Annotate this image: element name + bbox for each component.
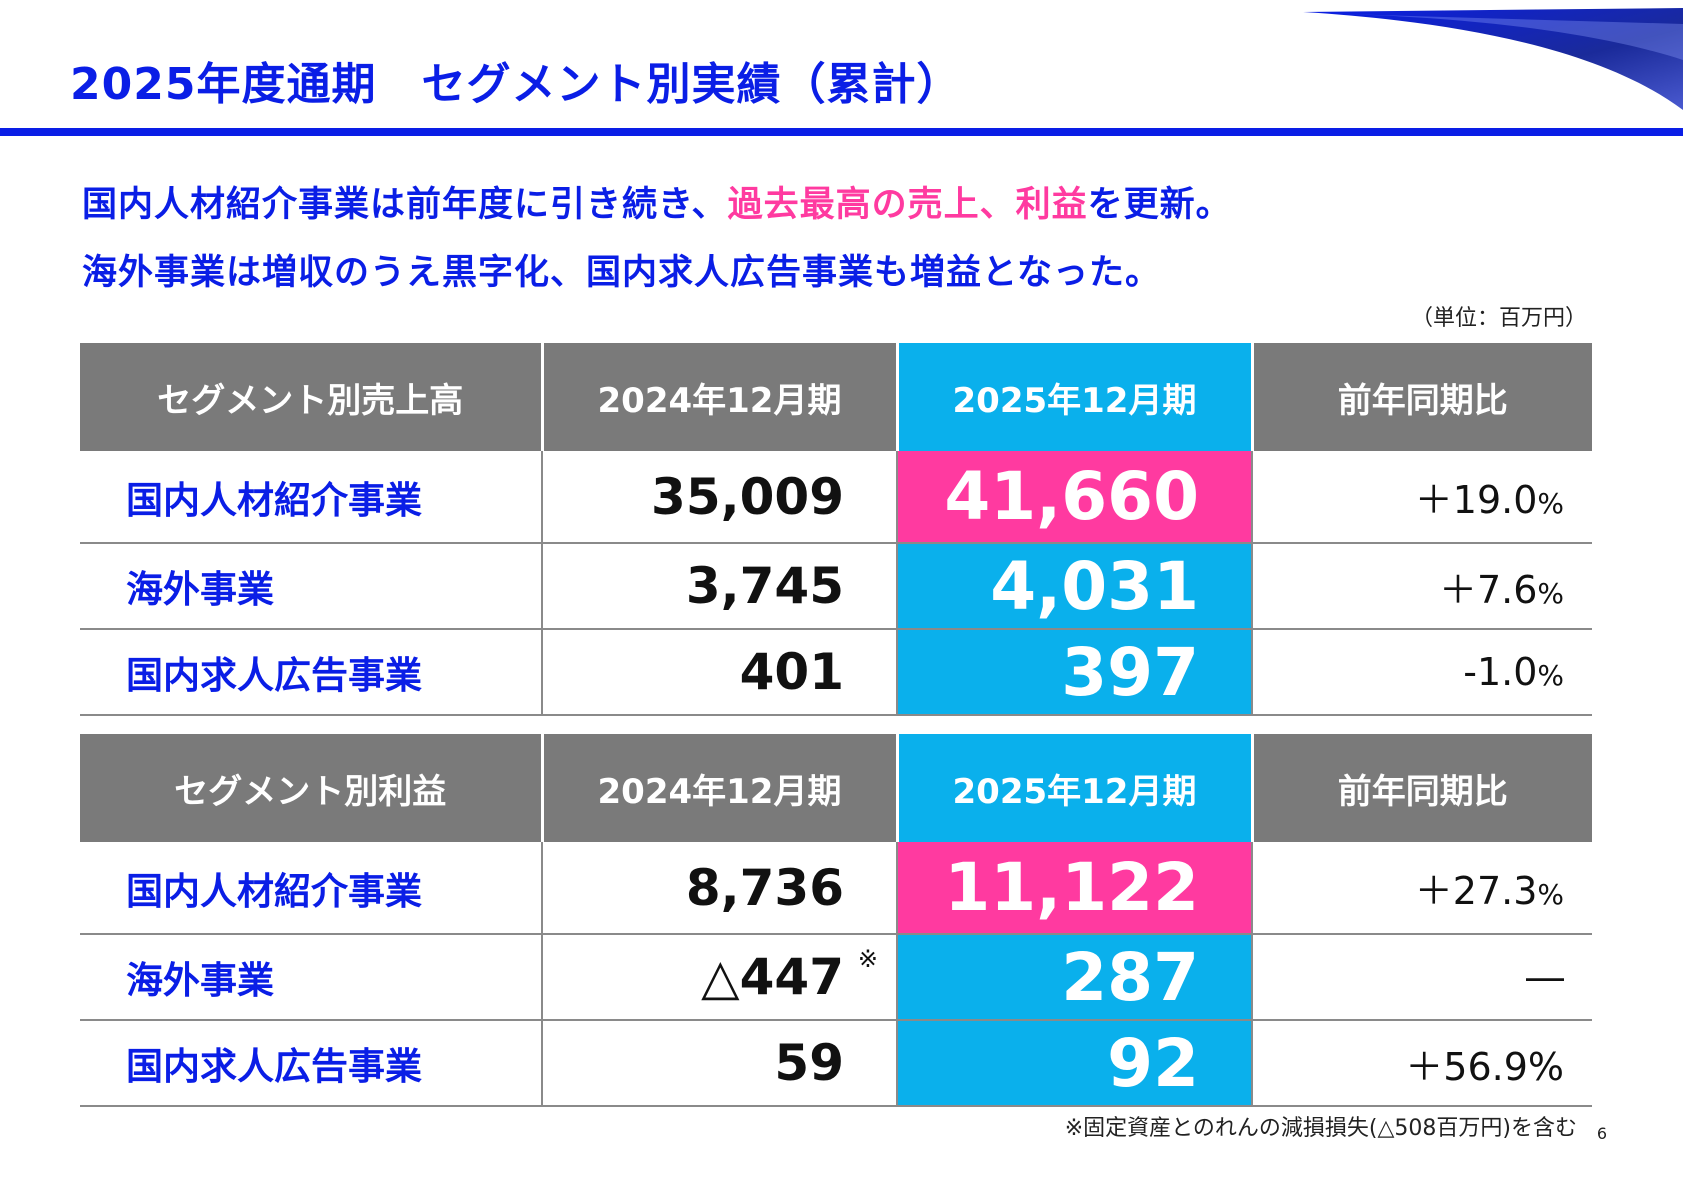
profit-table: セグメント別利益 2024年12月期 2025年12月期 前年同期比 国内人材紹…	[80, 734, 1592, 1107]
title-rule	[0, 128, 1683, 136]
yoy-value: ＋56.9%	[1251, 1020, 1592, 1107]
header-segment: セグメント別売上高	[80, 343, 542, 451]
header-prev-period: 2024年12月期	[540, 343, 897, 451]
sales-table: セグメント別売上高 2024年12月期 2025年12月期 前年同期比 国内人材…	[80, 343, 1592, 716]
segment-name: 国内人材紹介事業	[80, 842, 542, 935]
lead-line-2: 海外事業は増収のうえ黒字化、国内求人広告事業も増益となった。	[82, 253, 1161, 293]
yoy-percent-sign: %	[1537, 576, 1564, 610]
current-value: 4,031	[896, 543, 1252, 630]
prev-value: 35,009	[541, 451, 897, 544]
segment-name: 国内人材紹介事業	[80, 451, 542, 544]
table-row: 国内人材紹介事業 8,736 11,122 ＋27.3%	[80, 842, 1592, 935]
table-row: 国内求人広告事業 401 397 -1.0%	[80, 629, 1592, 716]
header-yoy: 前年同期比	[1250, 734, 1592, 842]
lead-line-1-text-b: を更新。	[1087, 185, 1232, 225]
lead-line-1-text-a: 国内人材紹介事業は前年度に引き続き、	[82, 185, 728, 225]
segment-name: 国内求人広告事業	[80, 1020, 542, 1107]
header-segment: セグメント別利益	[80, 734, 542, 842]
yoy-number: ＋27.3	[1414, 869, 1538, 913]
segment-name: 海外事業	[80, 934, 542, 1021]
lead-line-1: 国内人材紹介事業は前年度に引き続き、過去最高の売上、利益を更新。	[82, 176, 1232, 227]
footnote: ※固定資産とのれんの減損損失(△508百万円)を含む	[1064, 1116, 1577, 1141]
yoy-value: ＋19.0%	[1251, 451, 1592, 544]
prev-value: △447	[701, 948, 844, 1006]
table-row: 海外事業 △447 ※ 287 ―	[80, 934, 1592, 1021]
prev-value: 59	[541, 1020, 897, 1107]
yoy-number: ＋56.9%	[1405, 1044, 1564, 1089]
header-current-period: 2025年12月期	[895, 734, 1252, 842]
yoy-value: ＋27.3%	[1251, 842, 1592, 935]
yoy-value: -1.0%	[1251, 629, 1592, 716]
yoy-value: ＋7.6%	[1251, 543, 1592, 630]
prev-value: 8,736	[541, 842, 897, 935]
footnote-mark: ※	[857, 945, 878, 973]
yoy-percent-sign: %	[1537, 878, 1564, 911]
prev-value: 3,745	[541, 543, 897, 630]
header-prev-period: 2024年12月期	[540, 734, 897, 842]
yoy-percent-sign: %	[1537, 659, 1564, 692]
prev-value-cell: △447 ※	[541, 934, 897, 1021]
yoy-number: ＋7.6	[1438, 567, 1538, 612]
yoy-number: ―	[1526, 955, 1564, 999]
current-value: 397	[896, 629, 1252, 716]
current-value: 287	[896, 934, 1252, 1021]
lead-line-1-highlight: 過去最高の売上、利益	[727, 185, 1088, 225]
table-row: 海外事業 3,745 4,031 ＋7.6%	[80, 543, 1592, 630]
segment-name: 海外事業	[80, 543, 542, 630]
header-yoy: 前年同期比	[1250, 343, 1592, 451]
yoy-number: -1.0	[1463, 650, 1538, 694]
page-number: 6	[1596, 1124, 1607, 1143]
decorative-corner-graphic	[1303, 8, 1683, 110]
unit-note: （単位：百万円）	[1410, 306, 1587, 331]
yoy-value: ―	[1251, 934, 1592, 1021]
table-row: 国内求人広告事業 59 92 ＋56.9%	[80, 1020, 1592, 1107]
current-value: 11,122	[896, 842, 1252, 935]
profit-table-header: セグメント別利益 2024年12月期 2025年12月期 前年同期比	[80, 734, 1592, 842]
current-value: 92	[896, 1020, 1252, 1107]
header-current-period: 2025年12月期	[895, 343, 1252, 451]
yoy-percent-sign: %	[1537, 487, 1564, 520]
segment-name: 国内求人広告事業	[80, 629, 542, 716]
page-title: 2025年度通期 セグメント別実績（累計）	[70, 59, 962, 110]
sales-table-header: セグメント別売上高 2024年12月期 2025年12月期 前年同期比	[80, 343, 1592, 451]
yoy-number: ＋19.0	[1414, 478, 1538, 522]
current-value: 41,660	[896, 451, 1252, 544]
table-row: 国内人材紹介事業 35,009 41,660 ＋19.0%	[80, 451, 1592, 544]
prev-value: 401	[541, 629, 897, 716]
